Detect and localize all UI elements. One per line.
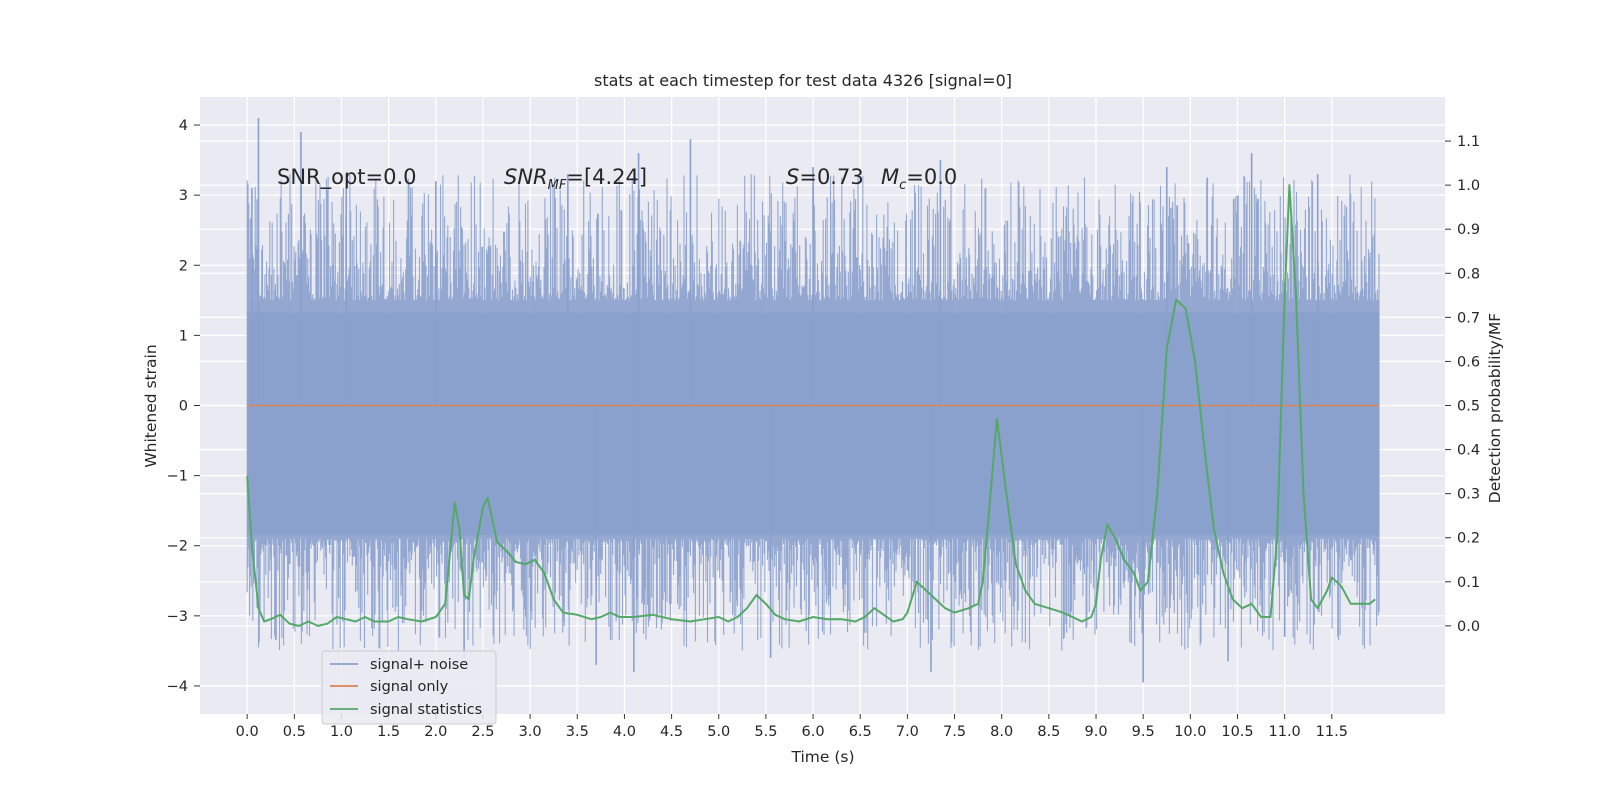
- y2-tick-label: 0.3: [1457, 487, 1480, 503]
- x-tick-label: 5.5: [754, 724, 777, 740]
- y-axis-ticks: 4 3 2 1 0 −1 −2 −3 −4: [167, 118, 200, 695]
- y2-tick-label: 0.7: [1457, 310, 1480, 326]
- legend-label-signal-statistics: signal statistics: [370, 702, 482, 718]
- x-tick-label: 8.0: [990, 724, 1013, 740]
- signal-statistics-line: [246, 184, 1376, 627]
- y-tick-label: −3: [167, 609, 188, 625]
- x-tick-label: 0.5: [283, 724, 306, 740]
- x-tick-label: 5.0: [707, 724, 730, 740]
- annotation-snr-opt: SNR_opt=0.0: [277, 165, 417, 190]
- x-tick-label: 11.0: [1269, 724, 1301, 740]
- x-tick-label: 11.5: [1316, 724, 1348, 740]
- x-tick-label: 9.0: [1084, 724, 1107, 740]
- annotation-mc: Mc=0.0: [881, 165, 957, 193]
- y-tick-label: −4: [167, 679, 188, 695]
- series-signal-noise: [246, 118, 1380, 683]
- y-tick-label: 4: [179, 118, 188, 134]
- y2-tick-label: 1.1: [1457, 134, 1480, 150]
- annotation-s-value: =0.73: [799, 165, 863, 189]
- annotation-snr-mf-symbol: SNR: [504, 165, 548, 189]
- annotation-mc-subscript: c: [899, 178, 906, 193]
- annotation-snr-mf: SNRMF=[4.24]: [504, 165, 647, 193]
- y2-tick-label: 0.9: [1457, 222, 1480, 238]
- legend: signal+ noise signal only signal statist…: [321, 650, 497, 725]
- annotation-mc-value: =0.0: [906, 165, 957, 189]
- x-tick-label: 6.0: [802, 724, 825, 740]
- annotation-mc-symbol: M: [881, 165, 899, 189]
- x-tick-label: 4.0: [613, 724, 636, 740]
- x-axis-ticks: 0.0 0.5 1.0 1.5 2.0 2.5 3.0 3.5 4.0 4.5 5.0 5.5 6.0 6…: [236, 714, 1348, 740]
- y-axis-label: Whitened strain: [142, 344, 160, 467]
- y2-tick-label: 0.0: [1457, 619, 1480, 635]
- y-tick-label: −2: [167, 539, 188, 555]
- x-tick-label: 2.5: [471, 724, 494, 740]
- y-tick-label: 2: [179, 258, 188, 274]
- x-tick-label: 3.0: [519, 724, 542, 740]
- annotation-snr-mf-value: =[4.24]: [566, 165, 647, 189]
- x-tick-label: 10.5: [1221, 724, 1253, 740]
- x-tick-label: 7.0: [896, 724, 919, 740]
- x-tick-label: 6.5: [849, 724, 872, 740]
- y-tick-label: −1: [167, 469, 188, 485]
- y2-tick-label: 0.4: [1457, 443, 1480, 459]
- annotation-s: S=0.73: [786, 165, 864, 189]
- x-axis-label: Time (s): [790, 748, 854, 766]
- annotation-snr-mf-subscript: MF: [548, 178, 567, 193]
- y2-tick-label: 0.8: [1457, 266, 1480, 282]
- right-y-axis-label: Detection probability/MF: [1486, 313, 1504, 504]
- x-tick-label: 1.5: [377, 724, 400, 740]
- chart-title: stats at each timestep for test data 432…: [594, 71, 1012, 90]
- x-tick-label: 0.0: [236, 724, 259, 740]
- legend-box: [321, 650, 497, 725]
- x-tick-label: 8.5: [1037, 724, 1060, 740]
- y2-tick-label: 1.0: [1457, 178, 1480, 194]
- legend-label-signal-noise: signal+ noise: [370, 657, 468, 673]
- x-tick-label: 10.0: [1174, 724, 1206, 740]
- x-tick-label: 7.5: [943, 724, 966, 740]
- x-tick-label: 9.5: [1132, 724, 1155, 740]
- y2-tick-label: 0.6: [1457, 354, 1480, 370]
- x-tick-label: 2.0: [424, 724, 447, 740]
- noise-trace: [246, 174, 1380, 651]
- series-signal-statistics: [246, 184, 1376, 627]
- legend-label-signal-only: signal only: [370, 679, 449, 695]
- y-tick-label: 0: [179, 399, 188, 415]
- y-tick-label: 1: [179, 328, 188, 344]
- y2-tick-label: 0.5: [1457, 399, 1480, 415]
- y2-tick-label: 0.1: [1457, 575, 1480, 591]
- x-tick-label: 3.5: [566, 724, 589, 740]
- annotation-s-symbol: S: [786, 165, 799, 189]
- y2-tick-label: 0.2: [1457, 531, 1480, 547]
- x-tick-label: 4.5: [660, 724, 683, 740]
- y-tick-label: 3: [179, 188, 188, 204]
- right-y-axis-ticks: 1.1 1.0 0.9 0.8 0.7 0.6 0.5 0.4 0.3 0.2 0.1 0.0: [1445, 134, 1480, 635]
- x-tick-label: 1.0: [330, 724, 353, 740]
